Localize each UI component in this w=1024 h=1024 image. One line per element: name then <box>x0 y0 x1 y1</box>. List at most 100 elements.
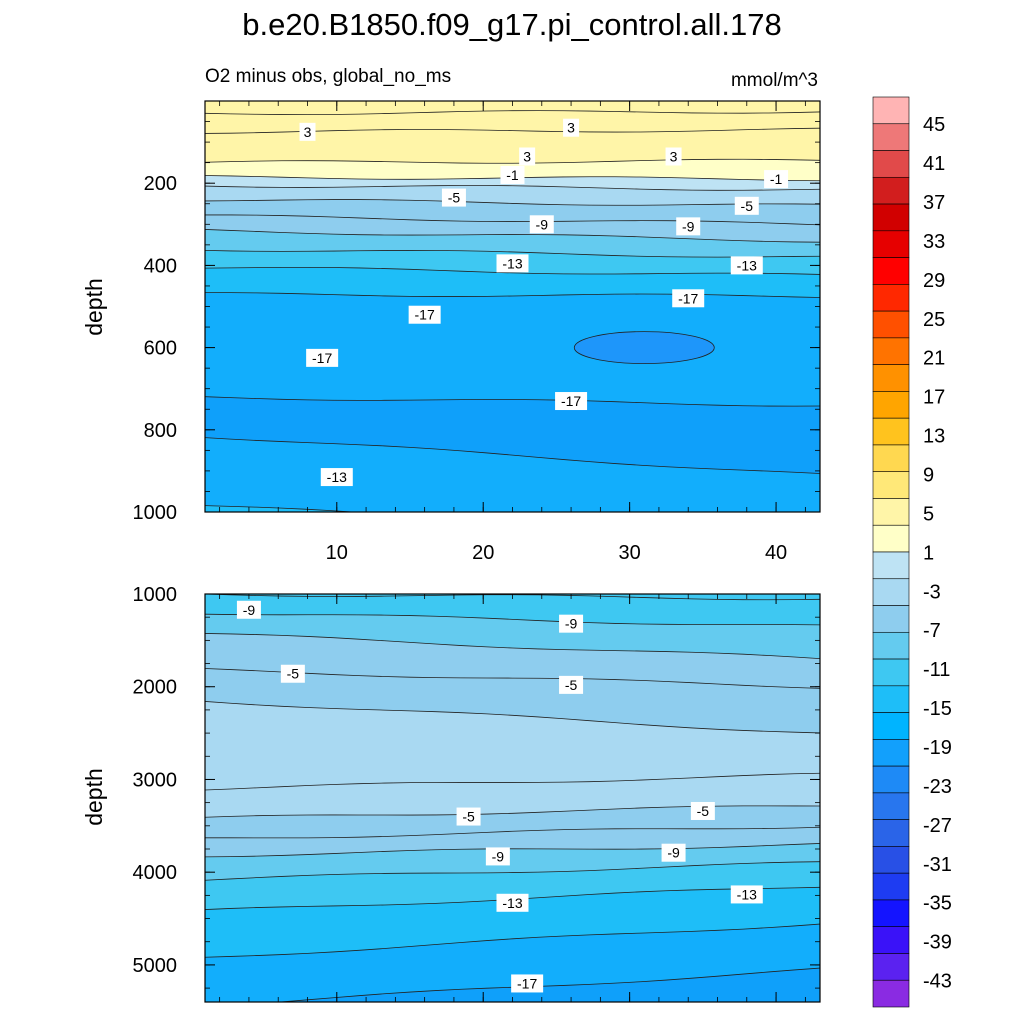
colorbar-swatch <box>872 578 910 606</box>
colorbar-swatch <box>872 953 910 981</box>
contour-line <box>205 772 820 791</box>
contour-label: -17 <box>678 290 698 306</box>
colorbar-label: -31 <box>923 854 952 876</box>
y-tick-label: 3000 <box>133 769 178 791</box>
contour-label: -9 <box>682 218 695 234</box>
contour-band <box>205 437 820 512</box>
colorbar-label: 45 <box>923 114 945 136</box>
contour-band <box>205 594 820 625</box>
y-tick-label: 1000 <box>133 584 178 606</box>
contour-line <box>205 229 820 243</box>
y-tick-label: 600 <box>144 338 177 360</box>
contour-label: 3 <box>304 124 312 140</box>
contour-band <box>205 214 820 243</box>
contour-line <box>205 266 820 275</box>
colorbar-label: 13 <box>923 426 945 448</box>
colorbar-swatch <box>872 284 910 312</box>
contour-label-bg <box>320 468 353 487</box>
colorbar-swatch <box>872 658 910 687</box>
contour-band <box>205 668 820 733</box>
colorbar-swatch <box>872 230 910 258</box>
contour-line <box>205 633 820 660</box>
contour-label-bg <box>555 392 588 411</box>
contour-band <box>205 805 820 838</box>
contour-label: 3 <box>523 148 531 164</box>
contour-line <box>205 613 820 626</box>
contour-band <box>205 861 820 910</box>
contour-band <box>205 924 820 1002</box>
y-tick-label: 800 <box>144 420 177 442</box>
contour-label: -5 <box>448 190 461 206</box>
contour-label: -9 <box>243 602 256 618</box>
colorbar-label: 5 <box>923 503 934 525</box>
contour-label: -9 <box>667 845 680 861</box>
colorbar-swatch <box>872 444 910 473</box>
colorbar-swatch <box>872 417 910 446</box>
contour-label-bg <box>496 893 529 912</box>
contour-band <box>205 267 820 298</box>
contour-label: -17 <box>415 307 435 323</box>
y-tick-label: 1000 <box>133 502 178 524</box>
colorbar-label: -11 <box>923 659 950 681</box>
upper-panel: 3 33 3-1 -1-5-5-9 -9-13 -13-17-17-17-17-13200… <box>133 100 821 564</box>
y-tick-label: 200 <box>144 173 177 195</box>
x-tick-label: 20 <box>472 542 494 564</box>
contour-band <box>205 128 820 164</box>
contour-line <box>205 843 820 858</box>
colorbar-label: -15 <box>923 698 952 720</box>
contour-band <box>205 199 820 225</box>
contour-label-bg <box>559 675 584 694</box>
contour-label: -9 <box>492 848 505 864</box>
x-tick-label: 10 <box>326 542 348 564</box>
contour-label: -5 <box>741 198 754 214</box>
colorbar-label: -23 <box>923 776 952 798</box>
contour-label: 3 <box>670 148 678 164</box>
colorbar-swatch <box>872 872 910 901</box>
colorbar-swatch <box>872 498 910 526</box>
contour-line <box>205 249 820 258</box>
colorbar-swatch <box>872 310 910 339</box>
contour-label-bg <box>690 801 715 820</box>
colorbar-swatch <box>872 819 910 847</box>
colorbar-label: -43 <box>923 971 952 993</box>
colorbar-swatch <box>872 391 910 419</box>
contour-label-bg <box>299 122 316 141</box>
contour-band <box>205 887 820 958</box>
contour-label: -17 <box>561 393 581 409</box>
contour-label-bg <box>672 289 705 308</box>
colorbar-swatch <box>872 899 910 928</box>
contour-band <box>205 773 820 818</box>
colorbar-swatch <box>872 524 910 553</box>
contour-line <box>205 185 820 191</box>
contour-band <box>205 701 820 791</box>
colorbar-label: 29 <box>923 270 945 292</box>
upper-y-axis-label: depth <box>81 278 107 336</box>
colorbar-label: -35 <box>923 893 952 915</box>
contour-label-bg <box>529 215 554 234</box>
colorbar-label: 41 <box>923 153 945 175</box>
colorbar-swatch <box>872 364 910 392</box>
contour-line <box>205 668 820 689</box>
contour-label: -13 <box>502 255 522 271</box>
contour-band <box>205 827 820 857</box>
x-tick-label: 30 <box>619 542 641 564</box>
contour-label: -13 <box>327 469 347 485</box>
contour-line <box>205 923 820 958</box>
contour-label-bg <box>665 147 682 166</box>
colorbar-label: -19 <box>923 737 952 759</box>
contour-label: 3 <box>567 120 575 136</box>
colorbar-swatch <box>872 979 910 1008</box>
contour-band <box>205 633 820 689</box>
contour-label: -17 <box>312 350 332 366</box>
contour-label-bg <box>676 217 701 236</box>
contour-label-bg <box>559 614 584 633</box>
contour-line <box>205 158 820 164</box>
contour-label: -5 <box>697 803 710 819</box>
colorbar: 45 41 37 33 29 25 21 17 13 9 5 1 -3 -7 -11 -15 -19 -23 -27… <box>872 96 952 1008</box>
contour-label: -5 <box>565 677 578 693</box>
contour-band <box>280 968 820 1002</box>
contour-label-bg <box>661 843 686 862</box>
colorbar-label: -7 <box>923 620 941 642</box>
colorbar-swatch <box>872 203 910 232</box>
contour-label-bg <box>236 600 261 619</box>
